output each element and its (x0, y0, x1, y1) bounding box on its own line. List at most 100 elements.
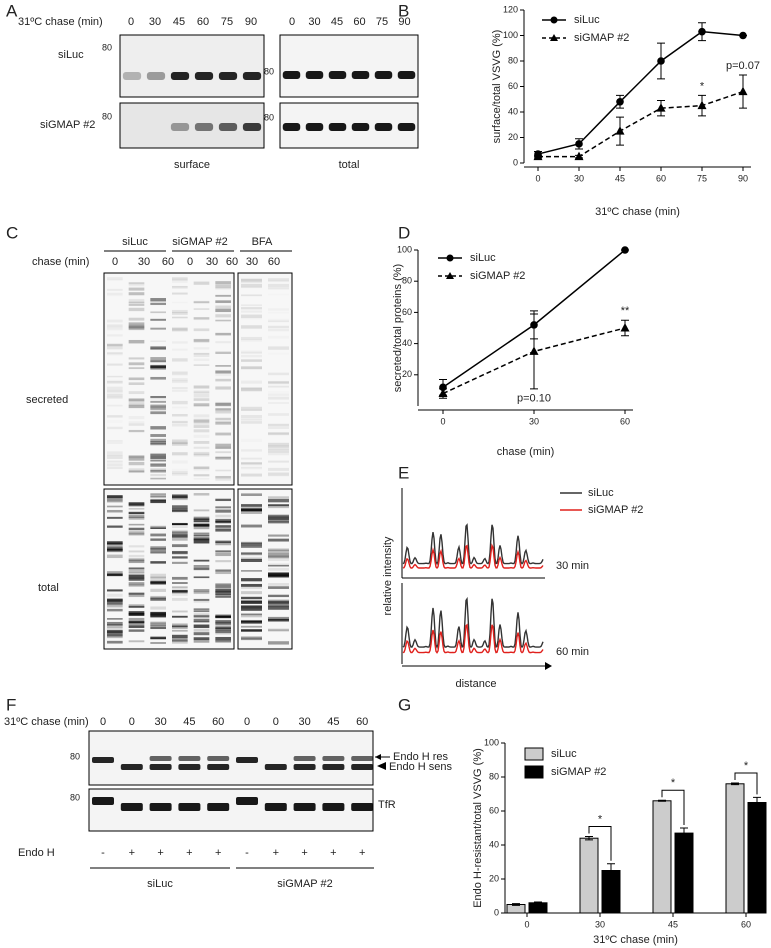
band (107, 548, 123, 553)
band (172, 390, 188, 392)
band (305, 71, 324, 79)
band (150, 612, 166, 616)
mw-marker: 80 (102, 42, 112, 52)
annotation: * (744, 760, 749, 772)
group-label: siLuc (147, 878, 173, 890)
band (193, 301, 210, 304)
band (128, 594, 145, 598)
mw-marker: 80 (264, 66, 274, 76)
band (150, 411, 166, 415)
band (178, 756, 201, 761)
chase-label: chase (min) (32, 256, 89, 268)
band (107, 343, 123, 347)
x-tick-label: 30 (595, 919, 605, 929)
band (241, 625, 262, 628)
band (193, 617, 210, 621)
band (193, 394, 210, 398)
band (215, 456, 231, 459)
band (172, 441, 188, 444)
band (193, 419, 210, 424)
lane-label: 30 (298, 716, 310, 728)
band (241, 552, 262, 555)
band (193, 621, 210, 623)
band (128, 629, 145, 632)
band (172, 634, 188, 638)
band (268, 278, 289, 280)
band (129, 416, 145, 419)
caption: total (339, 159, 360, 171)
band (120, 803, 143, 811)
band (128, 567, 145, 570)
x-tick-label: 45 (615, 173, 625, 183)
band (193, 453, 210, 457)
band (172, 629, 188, 632)
band (150, 573, 166, 577)
band (150, 454, 166, 456)
band (107, 393, 123, 397)
band (178, 764, 201, 770)
band (172, 277, 188, 281)
band (194, 72, 214, 80)
band (172, 544, 188, 548)
band (268, 475, 289, 477)
blot-image (279, 34, 419, 98)
band (128, 577, 145, 581)
band (193, 354, 210, 358)
lane-label: 0 (289, 16, 295, 28)
band (215, 378, 231, 382)
band (107, 451, 123, 455)
band (172, 285, 188, 288)
band (107, 495, 123, 499)
band (193, 612, 210, 616)
band (193, 509, 210, 512)
legend-label: siLuc (470, 252, 496, 264)
band (150, 366, 166, 370)
significance-bracket (588, 826, 612, 861)
band (172, 576, 188, 580)
band (218, 72, 238, 80)
band (241, 613, 262, 616)
group-label: siLuc (122, 236, 148, 248)
legend-label: siGMAP #2 (588, 504, 643, 516)
band (241, 409, 262, 411)
band (172, 413, 188, 417)
band (150, 347, 166, 350)
error-bar (607, 863, 615, 878)
band (170, 123, 190, 131)
band (241, 360, 262, 362)
band (107, 442, 123, 444)
band (241, 509, 262, 511)
band (374, 71, 393, 79)
band (328, 123, 347, 131)
band (268, 460, 289, 463)
y-tick-label: 60 (402, 307, 412, 317)
band (128, 301, 145, 304)
band (150, 498, 166, 502)
band (150, 612, 166, 616)
y-axis-title: Endo H-resistant/total VSVG (%) (472, 748, 484, 908)
endo-sign: - (101, 847, 105, 859)
band (193, 425, 210, 428)
band (241, 336, 262, 340)
band (129, 299, 145, 301)
band (107, 621, 123, 626)
band (150, 300, 166, 304)
band (193, 632, 210, 636)
band (215, 421, 231, 425)
lane-label: 30 (246, 256, 258, 268)
panel-letter: A (6, 1, 18, 20)
band (107, 363, 123, 366)
band (150, 595, 166, 600)
band (193, 598, 210, 601)
band (268, 287, 289, 290)
band (172, 497, 188, 501)
band (193, 392, 210, 395)
band (268, 283, 289, 288)
band (128, 456, 145, 459)
band (193, 524, 210, 527)
band (215, 446, 231, 449)
band (107, 640, 123, 644)
band (128, 357, 145, 360)
band (172, 529, 188, 533)
band (128, 461, 145, 466)
